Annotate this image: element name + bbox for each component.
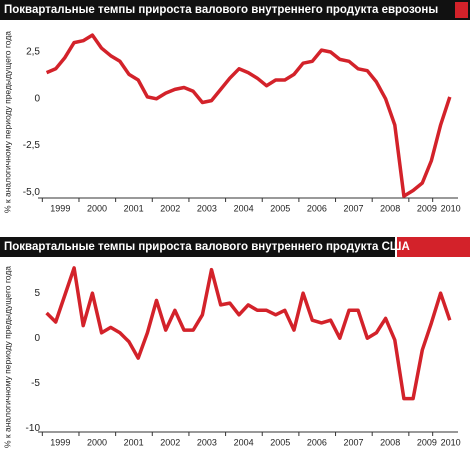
x-tick-label: 2010 [441,203,461,213]
y-axis-label: % к аналогичному периоду предыдущего год… [2,266,12,448]
y-axis-label: % к аналогичному периоду предыдущего год… [2,31,12,213]
x-tick-label: 2003 [197,203,217,213]
x-tick-label: 2010 [441,437,461,447]
y-tick-label: 5 [34,288,40,299]
y-tick-label: -5,0 [23,187,41,198]
x-tick-label: 1999 [50,203,70,213]
x-tick-label: 2002 [160,437,180,447]
x-tick-label: 2005 [270,437,290,447]
x-tick-label: 2004 [234,437,254,447]
x-tick-label: 2001 [124,437,144,447]
x-tick-label: 2005 [270,203,290,213]
x-tick-label: 2002 [160,203,180,213]
data-line [45,266,452,401]
x-tick-label: 1999 [50,437,70,447]
title-bar [0,237,395,257]
y-tick-label: 0 [34,93,40,104]
chart-title: Поквартальные темпы прироста валового вн… [4,241,410,253]
y-tick-label: 0 [34,333,40,344]
chart-title: Поквартальные темпы прироста валового вн… [4,4,438,16]
y-tick-label: 2,5 [26,47,40,58]
x-tick-label: 2003 [197,437,217,447]
x-tick-label: 2006 [307,203,327,213]
title-accent [397,237,470,257]
x-tick-label: 2000 [87,437,107,447]
x-tick-label: 2008 [380,203,400,213]
x-tick-label: 2007 [344,437,364,447]
x-tick-label: 2000 [87,203,107,213]
title-accent [455,2,468,18]
x-tick-label: 2009 [417,437,437,447]
x-tick-label: 2006 [307,437,327,447]
y-tick-label: -2,5 [23,140,41,151]
x-tick-label: 2007 [344,203,364,213]
data-line [45,33,452,198]
x-tick-label: 2004 [234,203,254,213]
x-tick-label: 2009 [417,203,437,213]
x-tick-label: 2008 [380,437,400,447]
title-bar [0,0,470,20]
y-tick-label: -10 [26,423,41,434]
x-tick-label: 2001 [124,203,144,213]
y-tick-label: -5 [31,378,40,389]
